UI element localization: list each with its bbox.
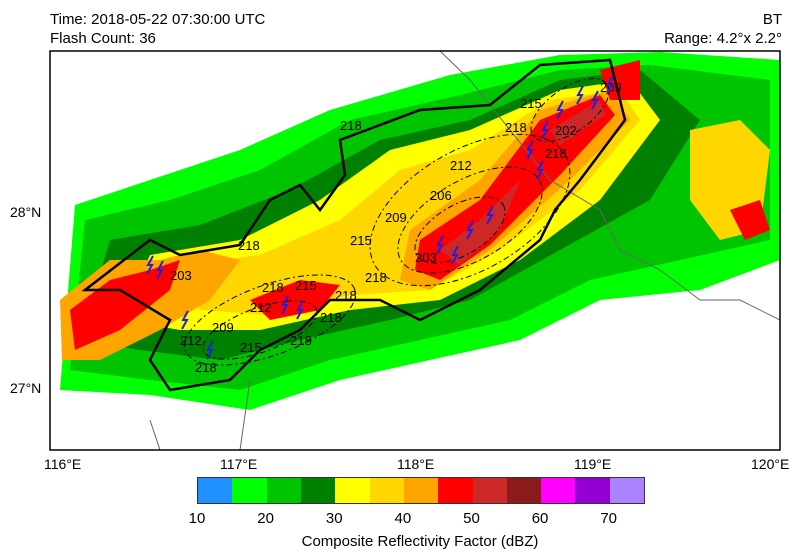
contour-labels: 218 218 215 212 209 206 203 218 215 212 209 218 218 2… <box>170 80 622 375</box>
lightning-bolt-icon <box>576 85 584 105</box>
colorbar-swatch <box>472 478 507 503</box>
contour-label: 218 <box>545 146 567 161</box>
contour-label: 218 <box>290 333 312 348</box>
colorbar-swatch <box>438 478 473 503</box>
contour-label: 202 <box>555 123 577 138</box>
lon-tick: 117°E <box>220 456 258 472</box>
map-frame <box>49 50 781 451</box>
contour-label: 203 <box>170 268 192 283</box>
contour-label: 218 <box>262 280 284 295</box>
colorbar-label: 60 <box>531 510 549 527</box>
contour-label: 218 <box>195 360 217 375</box>
contour-label: 212 <box>180 333 202 348</box>
echo-east-red <box>600 60 770 240</box>
lightning-bolt-icon <box>181 310 189 330</box>
flash-count-label: Flash Count: 36 <box>50 30 156 47</box>
contour-label: 203 <box>415 250 437 265</box>
colorbar-label: 10 <box>188 510 206 527</box>
lightning-bolt-icon <box>206 340 214 360</box>
lat-tick: 27°N <box>10 380 42 396</box>
colorbar-swatch <box>403 478 439 503</box>
echo-55dbz <box>440 100 605 265</box>
lightning-bolt-icon <box>541 120 549 140</box>
lightning-bolt-icon <box>281 295 289 315</box>
contour-label: 215 <box>240 340 262 355</box>
province-boundary <box>439 51 780 321</box>
contour-label: 212 <box>250 300 272 315</box>
contour-label: 206 <box>430 188 452 203</box>
product-label: BT <box>762 11 782 28</box>
lightning-bolt-icon <box>591 90 599 110</box>
colorbar-swatch <box>198 478 233 503</box>
contour-label: 215 <box>295 278 317 293</box>
lightning-bolt-icon <box>556 100 564 120</box>
lightning-bolt-icon <box>536 160 544 180</box>
lightning-bolt-icon <box>296 300 304 320</box>
reflectivity-map: 218 218 215 212 209 206 203 218 215 212 209 218 218 2… <box>49 50 781 451</box>
colorbar-swatch <box>300 478 336 503</box>
colorbar-label: 40 <box>394 510 412 527</box>
echo-west-red <box>70 260 180 350</box>
contour-label: 215 <box>350 233 372 248</box>
cloud-outline <box>81 58 627 392</box>
contour-label: 212 <box>450 158 472 173</box>
colorbar-swatch <box>335 478 370 503</box>
contour-label: 218 <box>505 120 527 135</box>
lightning-bolt-icon <box>526 140 534 160</box>
lon-tick: 120°E <box>751 456 790 472</box>
colorbar-label: 70 <box>600 510 618 527</box>
lightning-bolt-icon <box>606 75 614 95</box>
colorbar-swatch <box>506 478 542 503</box>
echo-mid-red <box>250 280 340 320</box>
colorbar-label: 50 <box>463 510 480 527</box>
colorbar-swatch <box>369 478 404 503</box>
contour-label: 215 <box>520 96 542 111</box>
colorbar-swatch <box>232 478 267 503</box>
colorbar-swatch <box>541 478 576 503</box>
contour-label: 218 <box>335 288 357 303</box>
contour-label: 209 <box>212 320 234 335</box>
colorbar <box>197 477 645 504</box>
colorbar-swatch <box>575 478 610 503</box>
lon-tick: 116°E <box>44 456 82 472</box>
lat-tick: 28°N <box>10 204 42 220</box>
contour-label: 218 <box>238 238 260 253</box>
lightning-bolt-icon <box>486 205 494 225</box>
contour-label: 218 <box>365 270 387 285</box>
lightning-bolt-icon <box>466 220 474 240</box>
lon-tick: 118°E <box>397 456 435 472</box>
colorbar-label: 20 <box>257 510 274 527</box>
lightning-bolt-icon <box>156 260 164 280</box>
contour-label: 209 <box>385 210 407 225</box>
colorbar-label: 30 <box>325 510 343 527</box>
lightning-bolt-icon <box>451 245 459 265</box>
province-boundary <box>149 379 251 450</box>
lightning-bolt-icon <box>146 255 154 275</box>
range-label: Range: 4.2°x 2.2° <box>664 30 782 47</box>
colorbar-swatch <box>266 478 301 503</box>
colorbar-swatch <box>609 478 645 503</box>
lightning-bolt-icon <box>436 235 444 255</box>
contour-label: 218 <box>340 118 362 133</box>
time-label: Time: 2018-05-22 07:30:00 UTC <box>50 11 266 28</box>
lon-tick: 119°E <box>574 456 612 472</box>
contour-label: 218 <box>320 310 342 325</box>
colorbar-title: Composite Reflectivity Factor (dBZ) <box>301 533 539 550</box>
